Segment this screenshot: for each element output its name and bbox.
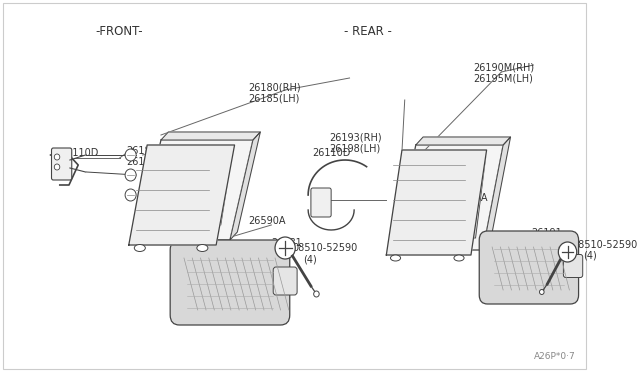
Circle shape <box>540 289 544 295</box>
Circle shape <box>458 177 467 187</box>
Text: 26185(LH): 26185(LH) <box>248 93 300 103</box>
Circle shape <box>125 169 136 181</box>
Ellipse shape <box>454 255 464 261</box>
Polygon shape <box>403 157 486 238</box>
Text: (4): (4) <box>583 251 597 261</box>
FancyBboxPatch shape <box>563 254 583 278</box>
Text: Ⓢ: Ⓢ <box>274 241 281 251</box>
Text: 26183(RH): 26183(RH) <box>126 145 179 155</box>
Text: 26191: 26191 <box>532 228 563 238</box>
Polygon shape <box>129 145 235 245</box>
Ellipse shape <box>200 231 213 239</box>
Circle shape <box>54 164 60 170</box>
Text: 26190M(RH): 26190M(RH) <box>474 62 535 72</box>
Text: -FRONT-: -FRONT- <box>96 25 143 38</box>
Circle shape <box>314 291 319 297</box>
Ellipse shape <box>390 255 401 261</box>
FancyBboxPatch shape <box>51 148 72 180</box>
Ellipse shape <box>145 231 158 239</box>
Circle shape <box>125 149 136 161</box>
Circle shape <box>198 195 207 205</box>
Circle shape <box>558 242 577 262</box>
Text: 26193(RH): 26193(RH) <box>330 132 382 142</box>
Circle shape <box>54 154 60 160</box>
Text: Ⓢ: Ⓢ <box>554 238 561 248</box>
Text: 26198(LH): 26198(LH) <box>330 143 381 153</box>
Circle shape <box>410 212 419 222</box>
Text: 26195M(LH): 26195M(LH) <box>474 73 534 83</box>
Ellipse shape <box>134 244 145 251</box>
Text: 26188(LH): 26188(LH) <box>126 156 177 166</box>
Text: 26180(RH): 26180(RH) <box>248 82 301 92</box>
FancyBboxPatch shape <box>273 267 297 295</box>
Polygon shape <box>138 140 253 240</box>
Polygon shape <box>161 132 260 140</box>
Polygon shape <box>396 145 503 250</box>
Text: 26110D: 26110D <box>60 148 98 158</box>
FancyBboxPatch shape <box>170 240 290 325</box>
Text: 26590A: 26590A <box>451 193 488 203</box>
Text: 08510-52590: 08510-52590 <box>292 243 358 253</box>
Text: 08510-52590: 08510-52590 <box>572 240 637 250</box>
Ellipse shape <box>197 244 208 251</box>
Circle shape <box>275 237 295 259</box>
Polygon shape <box>387 150 486 255</box>
Text: - REAR -: - REAR - <box>344 25 392 38</box>
Polygon shape <box>483 137 511 250</box>
Ellipse shape <box>461 241 472 248</box>
FancyBboxPatch shape <box>479 231 579 304</box>
Text: 26110D: 26110D <box>313 148 351 158</box>
Polygon shape <box>230 132 260 240</box>
Circle shape <box>125 189 136 201</box>
Polygon shape <box>416 137 511 145</box>
Text: (4): (4) <box>303 254 317 264</box>
Circle shape <box>156 185 166 195</box>
Text: 26181: 26181 <box>271 238 302 248</box>
Ellipse shape <box>401 241 412 248</box>
Text: A26P*0·7: A26P*0·7 <box>534 352 575 361</box>
Polygon shape <box>147 155 232 225</box>
FancyBboxPatch shape <box>311 188 331 217</box>
Text: 26590A: 26590A <box>248 216 286 226</box>
